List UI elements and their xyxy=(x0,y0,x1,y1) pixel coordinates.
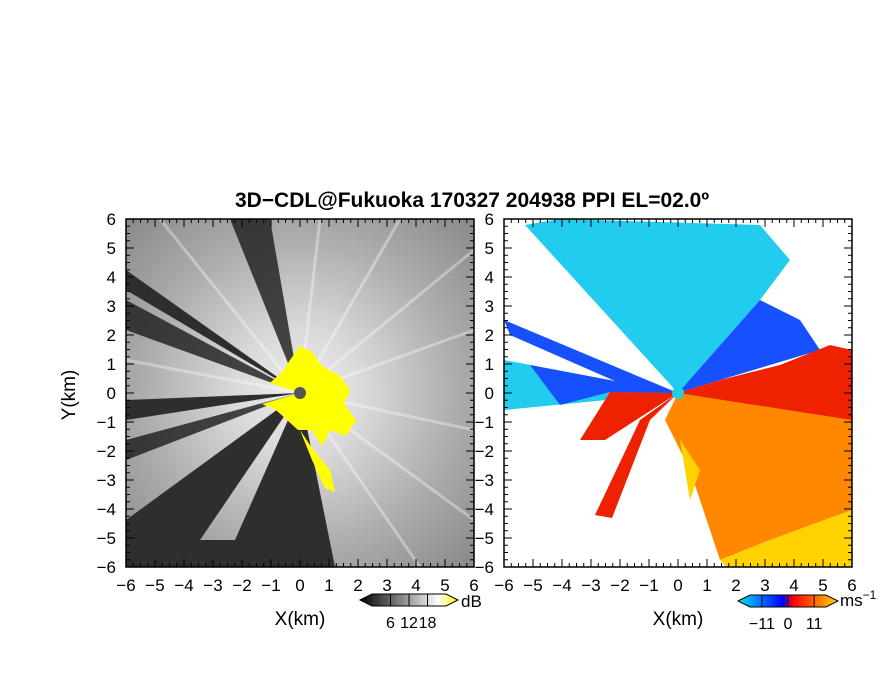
left-ylabel: Y(km) xyxy=(59,370,80,421)
left-ytick-label: −1 xyxy=(97,413,116,432)
left-panel-image xyxy=(126,219,474,567)
left-xtick-label: 3 xyxy=(382,576,391,595)
right-radar-center xyxy=(672,387,684,399)
colorbar-db-tick-label: 6 xyxy=(386,615,395,632)
colorbar-db-tick-label: 18 xyxy=(419,615,437,632)
right-xtick-label: −2 xyxy=(610,576,629,595)
right-ytick-label: 3 xyxy=(485,297,494,316)
right-xtick-label: 0 xyxy=(673,576,682,595)
right-orange-region xyxy=(665,393,852,560)
left-axes: −6 −5 −4 −3 −2 −1 0 1 2 3 4 5 6 −6 −5 −4 −3 −2 −1 0 1 2 3 4 5 6 xyxy=(97,210,479,595)
colorbar-db-unit: dB xyxy=(461,592,482,611)
right-ytick-label: −4 xyxy=(475,500,494,519)
left-ytick-label: −2 xyxy=(97,442,116,461)
left-ytick-label: 0 xyxy=(107,384,116,403)
right-xtick-label: 2 xyxy=(731,576,740,595)
right-ytick-label: −1 xyxy=(475,413,494,432)
right-ytick-label: −2 xyxy=(475,442,494,461)
right-xtick-label: −3 xyxy=(581,576,600,595)
right-xtick-label: 1 xyxy=(702,576,711,595)
right-xlabel: X(km) xyxy=(653,609,704,630)
colorbar-db-tick-label: 12 xyxy=(400,615,418,632)
right-ytick-label: 2 xyxy=(485,326,494,345)
left-xtick-label: 5 xyxy=(440,576,449,595)
left-ytick-label: −3 xyxy=(97,471,116,490)
left-xtick-label: −3 xyxy=(203,576,222,595)
right-ytick-label: −6 xyxy=(475,558,494,577)
right-xtick-label: 4 xyxy=(789,576,798,595)
left-ytick-label: 1 xyxy=(107,355,116,374)
right-ytick-label: −3 xyxy=(475,471,494,490)
left-ytick-label: −4 xyxy=(97,500,116,519)
left-xtick-label: 0 xyxy=(295,576,304,595)
right-ytick-label: 0 xyxy=(485,384,494,403)
right-xtick-label: −1 xyxy=(639,576,658,595)
left-xtick-label: −2 xyxy=(232,576,251,595)
colorbar-velocity-tick-label: −11 xyxy=(749,616,775,633)
right-xtick-label: −6 xyxy=(494,576,513,595)
right-ytick-label: 1 xyxy=(485,355,494,374)
left-bright-sectors xyxy=(126,219,474,567)
velocity-unit-exponent: −1 xyxy=(863,588,877,602)
left-xtick-label: −4 xyxy=(174,576,193,595)
left-dark-wedges xyxy=(126,219,300,460)
right-ytick-label: 5 xyxy=(485,239,494,258)
right-ytick-label: −5 xyxy=(475,529,494,548)
left-xtick-label: −1 xyxy=(261,576,280,595)
left-xtick-label: 6 xyxy=(469,576,478,595)
right-blue-region xyxy=(504,300,820,405)
left-ytick-label: 4 xyxy=(107,268,116,287)
left-ytick-label: −6 xyxy=(97,558,116,577)
figure-title: 3D−CDL@Fukuoka 170327 204938 PPI EL=02.0… xyxy=(235,189,709,212)
right-xtick-label: 6 xyxy=(847,576,856,595)
left-radar-center xyxy=(294,387,306,399)
right-ytick-label: 4 xyxy=(485,268,494,287)
left-xtick-label: −6 xyxy=(116,576,135,595)
left-xtick-label: 1 xyxy=(324,576,333,595)
right-ytick-label: 6 xyxy=(485,210,494,229)
left-xtick-label: 2 xyxy=(353,576,362,595)
left-ytick-label: −5 xyxy=(97,529,116,548)
right-panel-image xyxy=(504,219,852,567)
right-axes: −6 −5 −4 −3 −2 −1 0 1 2 3 4 5 6 −6 −5 −4 −3 −2 −1 0 1 2 3 4 5 6 xyxy=(475,210,857,595)
right-yellow-region xyxy=(680,440,852,567)
left-xlabel: X(km) xyxy=(275,609,326,630)
left-ytick-label: 3 xyxy=(107,297,116,316)
right-xtick-label: 3 xyxy=(760,576,769,595)
left-xtick-label: −5 xyxy=(145,576,164,595)
colorbar-velocity-tick-label: 11 xyxy=(806,616,823,633)
left-xtick-label: 4 xyxy=(411,576,420,595)
colorbar-velocity-tick-label: 0 xyxy=(784,616,793,633)
left-ytick-label: 5 xyxy=(107,239,116,258)
left-ytick-label: 2 xyxy=(107,326,116,345)
velocity-unit-base: ms xyxy=(840,591,863,610)
colorbar-velocity: −11 0 11 ms−1 xyxy=(736,588,877,633)
left-yellow-core xyxy=(262,346,356,492)
colorbar-velocity-unit: ms−1 xyxy=(840,588,877,610)
left-ytick-label: 6 xyxy=(107,210,116,229)
right-xtick-label: −4 xyxy=(552,576,571,595)
right-xtick-label: 5 xyxy=(818,576,827,595)
right-xtick-label: −5 xyxy=(523,576,542,595)
colorbar-db: 6 12 18 dB xyxy=(358,592,482,632)
